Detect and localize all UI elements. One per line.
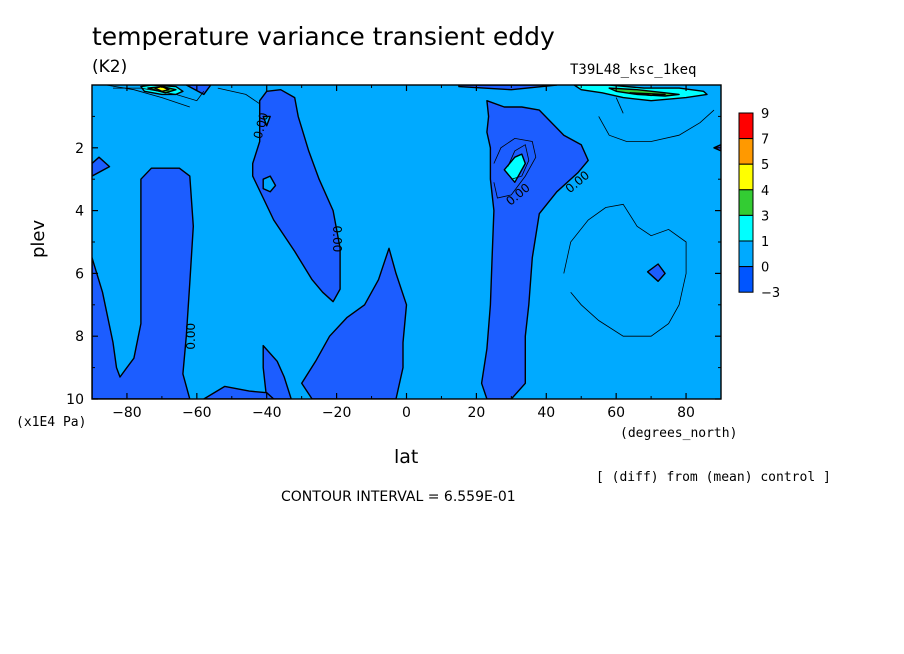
colorbar-label: 1 xyxy=(761,235,769,250)
run-id: T39L48_ksc_1keq xyxy=(570,62,697,78)
contour-line xyxy=(563,203,687,337)
x-axis-units: (degrees_north) xyxy=(620,426,738,441)
x-axis-label: lat xyxy=(394,446,419,468)
x-tick-label: 20 xyxy=(467,405,485,421)
contour-line xyxy=(615,97,624,114)
contour-region xyxy=(262,175,277,193)
x-tick-label: −80 xyxy=(112,405,142,421)
colorbar-label: 5 xyxy=(761,158,769,173)
chart-units: (K2) xyxy=(92,57,128,77)
y-tick-label: 2 xyxy=(75,141,84,157)
contour-label: 0.00 xyxy=(330,226,344,253)
axes: −80 −60 −40 −20 0 20 40 60 80 2 4 6 8 10 xyxy=(66,84,722,421)
colorbar-label: 3 xyxy=(761,209,769,224)
contour-region xyxy=(629,92,666,97)
y-tick-label: 8 xyxy=(75,329,84,345)
colorbar-label: −3 xyxy=(761,286,780,301)
colorbar-swatch xyxy=(738,189,754,216)
colorbar-swatch xyxy=(738,138,754,165)
y-tick-label: 6 xyxy=(75,266,84,282)
contour-line xyxy=(598,109,715,142)
contour-line xyxy=(113,87,205,102)
contour-region xyxy=(92,167,195,399)
y-tick-label: 10 xyxy=(66,392,84,408)
contour-region xyxy=(301,247,408,399)
y-tick-label: 4 xyxy=(75,204,84,220)
colorbar: 9 7 5 4 3 1 0 −3 xyxy=(738,107,780,301)
colorbar-label: 9 xyxy=(761,107,769,122)
colorbar-swatch xyxy=(738,214,754,242)
colorbar-swatch xyxy=(738,163,754,191)
colorbar-label: 0 xyxy=(761,261,769,276)
contour-region xyxy=(92,156,111,177)
contour-region xyxy=(251,88,341,303)
contour-region xyxy=(154,85,170,93)
x-tick-label: 0 xyxy=(402,405,411,421)
chart-title: temperature variance transient eddy xyxy=(92,22,555,51)
colorbar-swatch xyxy=(738,240,754,268)
x-tick-label: 40 xyxy=(537,405,555,421)
x-tick-label: −60 xyxy=(182,405,212,421)
contour-label: 0.00 xyxy=(251,111,271,140)
y-axis-units: (x1E4 Pa) xyxy=(16,415,87,430)
x-tick-label: −20 xyxy=(322,405,352,421)
colorbar-label: 7 xyxy=(761,133,769,148)
contour-line xyxy=(217,87,260,105)
x-tick-label: 60 xyxy=(607,405,625,421)
x-tick-label: −40 xyxy=(252,405,282,421)
contour-region xyxy=(646,263,666,282)
contour-interval: CONTOUR INTERVAL = 6.559E-01 xyxy=(281,489,516,505)
plot-area: 0.000.000.000.00 0.00 xyxy=(92,85,721,399)
contour-region xyxy=(262,115,271,127)
contour-line xyxy=(493,137,537,199)
diff-note: [ (diff) from (mean) control ] xyxy=(596,470,831,485)
contour-label: 0.00 xyxy=(184,323,198,350)
contour-region xyxy=(203,385,275,399)
contour-region xyxy=(503,153,526,184)
y-axis-label: plev xyxy=(28,219,49,258)
x-tick-label: 80 xyxy=(677,405,695,421)
contour-line xyxy=(507,144,530,180)
contour-line xyxy=(105,85,190,108)
contour-region xyxy=(185,85,212,96)
colorbar-swatch xyxy=(738,266,754,293)
colorbar-swatch xyxy=(738,112,754,140)
colorbar-label: 4 xyxy=(761,184,769,199)
contour-region xyxy=(262,344,292,399)
